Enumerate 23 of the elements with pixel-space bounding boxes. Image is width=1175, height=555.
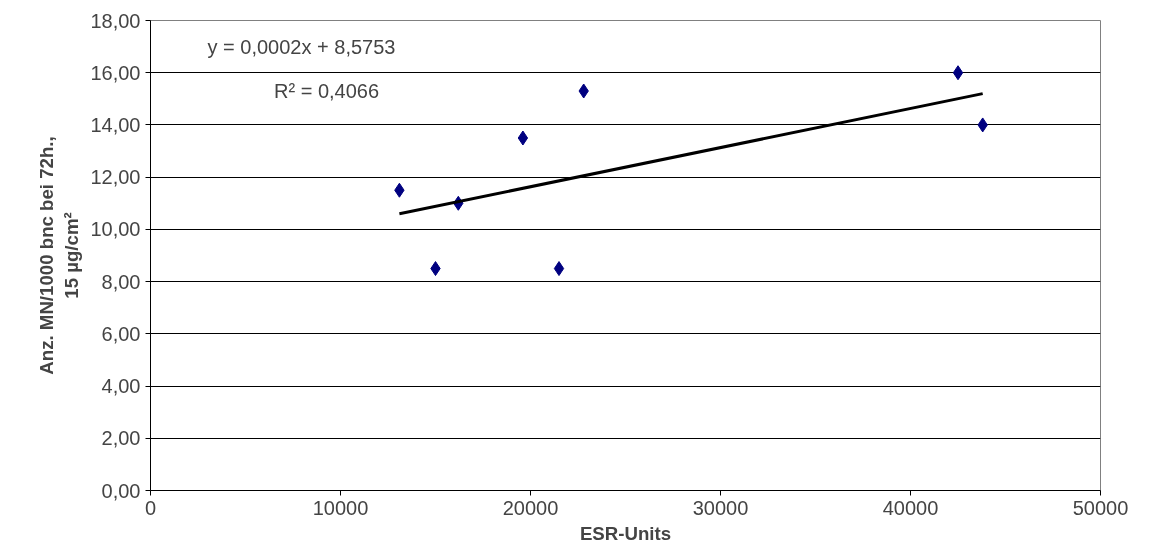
point [952,65,964,81]
point [553,261,565,277]
x-tick-label: 50000 [1072,496,1129,519]
y-tick-label: 6,00 [101,322,141,345]
y-tick-label: 12,00 [90,166,141,189]
y-axis-title: Anz. MN/1000 bnc bei 72h., 15 µg/cm² [36,136,83,375]
point [517,130,529,146]
y-tick-label: 4,00 [101,375,141,398]
y-tick-label: 2,00 [101,427,141,450]
y-tick-label: 14,00 [90,113,141,136]
annotation: R² = 0,4066 [274,80,380,102]
x-axis-title: ESR-Units [579,522,672,544]
x-tick-label: 10000 [312,496,369,519]
y-tick-label: 8,00 [101,270,141,293]
y-tick-label: 10,00 [90,218,141,241]
annotation: y = 0,0002x + 8,5753 [207,35,396,58]
x-tick-label: 40000 [882,496,939,519]
x-tick-label: 20000 [502,496,559,519]
x-tick-label: 0 [144,496,157,519]
x-tick-label: 30000 [692,496,749,519]
y-tick-label: 18,00 [90,9,141,32]
y-tick-label: 16,00 [90,61,141,84]
y-tick-label: 0,00 [101,479,141,502]
